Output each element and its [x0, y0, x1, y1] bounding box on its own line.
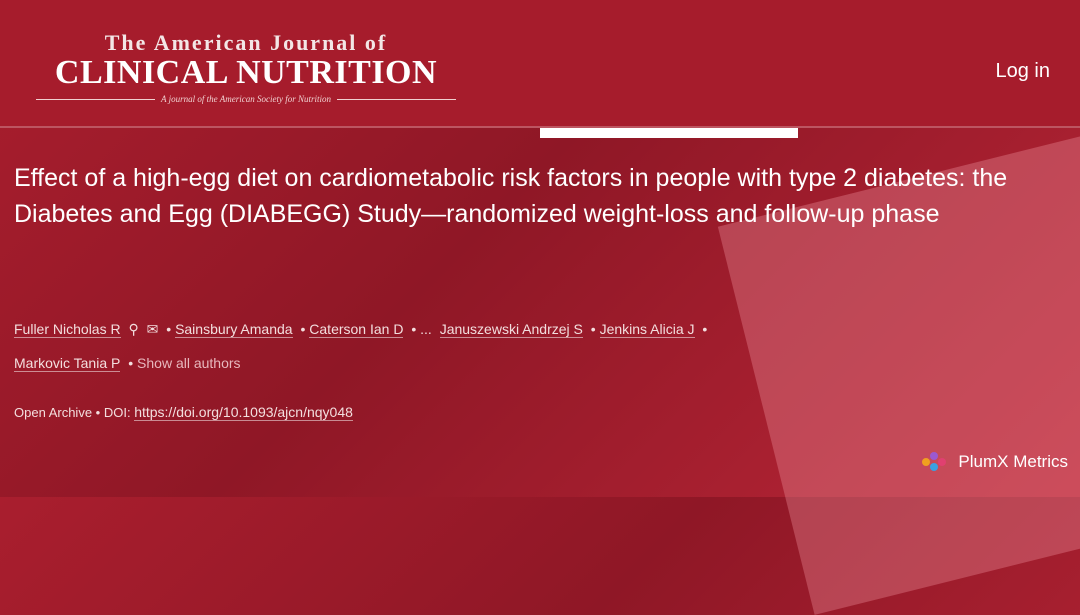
site-header: The American Journal of CLINICAL NUTRITI… [0, 0, 1080, 128]
journal-name-line1: The American Journal of [104, 30, 388, 55]
journal-logo[interactable]: The American Journal of CLINICAL NUTRITI… [36, 30, 456, 104]
author-list: Fuller Nicholas R ⚲ ✉ • Sainsbury Amanda… [14, 321, 708, 372]
doi-label: DOI: [103, 405, 131, 420]
article-meta: Open Archive • DOI: https://doi.org/10.1… [14, 404, 353, 421]
author-link[interactable]: Caterson Ian D [309, 321, 404, 338]
author-link[interactable]: Jenkins Alicia J [599, 321, 695, 338]
person-icon[interactable]: ⚲ [128, 321, 139, 337]
journal-tagline: A journal of the American Society for Nu… [36, 94, 456, 104]
mail-icon[interactable]: ✉ [146, 321, 159, 337]
show-all-authors-button[interactable]: Show all authors [137, 355, 241, 371]
plumx-icon [922, 452, 952, 472]
access-label: Open Archive [14, 405, 93, 420]
author-link[interactable]: Sainsbury Amanda [175, 321, 293, 338]
author-link[interactable]: Markovic Tania P [14, 355, 121, 372]
login-link[interactable]: Log in [995, 60, 1051, 82]
ellipsis: ... [420, 321, 432, 337]
doi-link[interactable]: https://doi.org/10.1093/ajcn/nqy048 [134, 404, 353, 421]
plumx-metrics-link[interactable]: PlumX Metrics [922, 452, 1068, 472]
author-link[interactable]: Fuller Nicholas R [14, 321, 121, 338]
journal-name-line2: CLINICAL NUTRITION [54, 54, 438, 91]
article-title: Effect of a high-egg diet on cardiometab… [14, 164, 1008, 228]
active-indicator [540, 128, 798, 138]
plumx-label: PlumX Metrics [958, 452, 1068, 471]
author-link[interactable]: Januszewski Andrzej S [439, 321, 583, 338]
